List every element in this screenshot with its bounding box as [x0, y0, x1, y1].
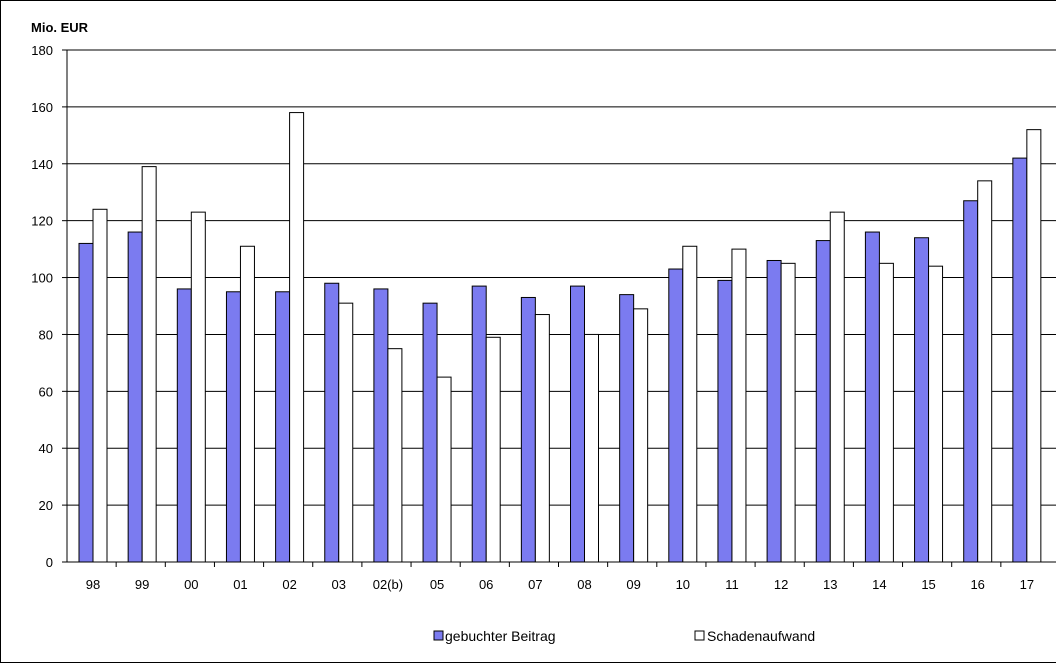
y-tick-label: 100 [31, 271, 53, 286]
bar-gebuchter-beitrag [176, 288, 192, 563]
x-tick-label: 09 [626, 577, 640, 592]
x-tick-label: 00 [184, 577, 198, 592]
bar-schadenaufwand [731, 248, 747, 563]
bar-schadenaufwand [878, 262, 894, 563]
bar-gebuchter-beitrag [815, 240, 831, 563]
bar-schadenaufwand [780, 262, 796, 563]
bar-gebuchter-beitrag [127, 231, 143, 563]
y-tick-label: 140 [31, 157, 53, 172]
x-tick-label: 14 [872, 577, 886, 592]
bar-gebuchter-beitrag [275, 291, 291, 563]
x-tick-label: 12 [774, 577, 788, 592]
legend-swatch-beitrag [433, 630, 444, 641]
x-tick-label: 16 [970, 577, 984, 592]
x-tick-label: 17 [1020, 577, 1034, 592]
bar-gebuchter-beitrag [717, 279, 733, 563]
x-tick-label: 13 [823, 577, 837, 592]
bar-gebuchter-beitrag [766, 259, 782, 563]
x-tick-label: 03 [332, 577, 346, 592]
y-axis: 0 20 40 60 80 100 120 140 160 180 [31, 43, 68, 570]
x-tick-label: 08 [577, 577, 591, 592]
bar-schadenaufwand [1026, 129, 1042, 563]
bar-schadenaufwand [239, 245, 255, 563]
y-tick-label: 180 [31, 43, 53, 58]
bar-schadenaufwand [436, 376, 452, 563]
legend-swatch-schaden [694, 630, 705, 641]
bar-schadenaufwand [584, 333, 599, 563]
y-tick-label: 20 [39, 498, 53, 513]
bar-gebuchter-beitrag [324, 282, 340, 563]
x-tick-label: 98 [86, 577, 100, 592]
bar-schadenaufwand [633, 308, 649, 563]
x-tick-label: 10 [676, 577, 690, 592]
y-tick-label: 120 [31, 214, 53, 229]
bar-gebuchter-beitrag [864, 231, 880, 563]
bar-gebuchter-beitrag [225, 291, 241, 563]
bar-gebuchter-beitrag [914, 237, 930, 563]
legend-label-schaden: Schadenaufwand [707, 628, 815, 644]
gridlines [67, 49, 1056, 506]
legend-label-beitrag: gebuchter Beitrag [445, 628, 556, 644]
x-tick-label: 11 [725, 577, 739, 592]
bar-schadenaufwand [682, 245, 698, 563]
bar-gebuchter-beitrag [520, 296, 536, 563]
bar-schadenaufwand [92, 208, 108, 563]
bar-schadenaufwand [534, 314, 550, 563]
x-tick-label: 02 [282, 577, 296, 592]
bar-gebuchter-beitrag [619, 294, 635, 563]
x-tick-label: 15 [921, 577, 935, 592]
bar-schadenaufwand [928, 265, 944, 563]
legend: gebuchter Beitrag Schadenaufwand [433, 628, 815, 644]
bar-gebuchter-beitrag [78, 242, 94, 563]
bar-schadenaufwand [190, 211, 206, 563]
bar-gebuchter-beitrag [668, 268, 684, 563]
bar-gebuchter-beitrag [570, 285, 585, 563]
y-tick-label: 160 [31, 100, 53, 115]
bar-gebuchter-beitrag [963, 200, 979, 563]
x-axis: 98 99 00 01 02 03 02(b) 05 06 07 08 09 10 11 12 13 14 15 1… [67, 561, 1056, 592]
bar-schadenaufwand [289, 112, 305, 563]
x-tick-label: 06 [479, 577, 493, 592]
x-tick-label: 01 [233, 577, 247, 592]
y-tick-label: 60 [39, 384, 53, 399]
x-tick-label: 99 [135, 577, 149, 592]
y-tick-label: 80 [39, 327, 53, 342]
x-tick-label: 05 [430, 577, 444, 592]
chart-title: Mio. EUR [31, 20, 89, 35]
bar-schadenaufwand [141, 166, 157, 563]
y-tick-label: 40 [39, 441, 53, 456]
y-tick-label: 0 [46, 555, 53, 570]
x-tick-label: 02(b) [373, 577, 403, 592]
bar-schadenaufwand [977, 180, 993, 563]
bar-schadenaufwand [338, 302, 354, 563]
bar-gebuchter-beitrag [373, 288, 389, 563]
bar-gebuchter-beitrag [1012, 157, 1028, 563]
bar-gebuchter-beitrag [471, 285, 487, 563]
bar-schadenaufwand [829, 211, 845, 563]
bar-schadenaufwand [387, 348, 403, 563]
bar-schadenaufwand [485, 336, 501, 563]
bar-gebuchter-beitrag [422, 302, 438, 563]
bars [78, 112, 1042, 563]
x-tick-label: 07 [528, 577, 542, 592]
